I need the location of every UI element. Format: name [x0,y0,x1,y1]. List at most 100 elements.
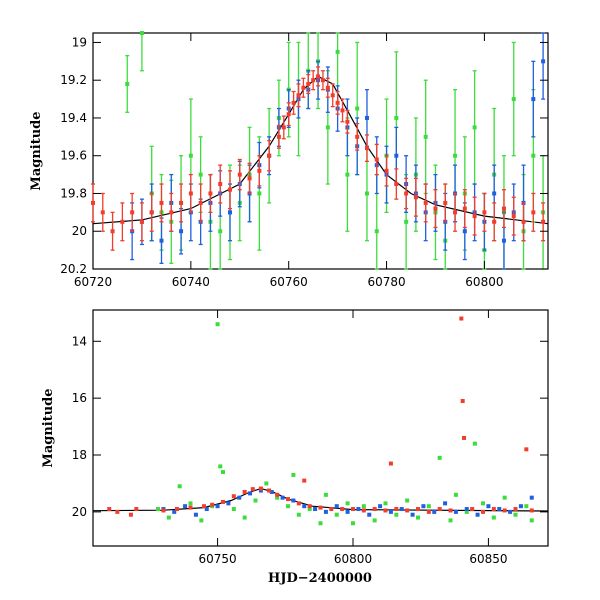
data-point [492,219,497,224]
data-point [280,495,285,500]
data-point [413,195,418,200]
data-point [188,501,193,506]
data-point [460,398,465,403]
data-point [334,504,339,509]
data-point [384,168,389,173]
data-point [199,518,204,523]
series-2 [91,66,546,251]
data-point [531,97,536,102]
data-point [125,81,130,86]
y-tick-label: 19 [72,35,87,49]
data-point [472,214,477,219]
data-point [188,505,193,510]
data-point [330,93,335,98]
data-point [351,507,355,512]
series-0 [125,31,546,270]
data-point [318,505,323,510]
data-point [302,504,307,509]
series-2 [107,316,534,517]
data-point [364,115,369,120]
data-point [529,518,534,523]
data-point [502,508,507,513]
y-tick-label: 16 [72,391,87,405]
data-point [208,191,213,196]
data-point [432,509,437,514]
bottom-ylabel: Magnitude [41,388,56,467]
data-point [247,176,252,181]
data-point [404,191,409,196]
data-point [335,49,340,54]
data-point [296,501,301,506]
data-point [361,508,366,513]
data-point [286,497,290,502]
data-point [166,515,171,520]
data-point [388,461,393,466]
data-point [198,172,203,177]
y-tick-label: 19.2 [60,73,87,87]
data-point [524,504,529,509]
data-point [301,85,306,90]
data-point [492,191,497,196]
data-point [364,191,369,196]
data-point [139,219,144,224]
data-point [405,508,410,513]
data-point [325,85,330,90]
data-point [248,491,253,496]
data-point [296,93,301,98]
data-point [356,507,361,512]
data-point [177,484,182,489]
data-point [372,518,377,523]
data-point [91,200,95,205]
top-plot-frame [92,32,549,270]
bottom-panel: 60750 60800 60850 14 16 18 20 Magnitude HJD−24… [41,309,549,586]
data-point [316,74,321,79]
y-tick-label: 19.4 [60,111,87,125]
data-point [311,78,316,83]
data-point [307,507,312,512]
data-point [159,238,164,243]
data-point [302,478,307,483]
data-point [188,153,193,158]
data-point [313,507,318,512]
data-point [372,507,377,512]
data-point [257,191,262,196]
data-point [497,507,502,512]
data-point [410,512,415,517]
data-point [453,492,458,497]
data-point [394,512,399,517]
data-point [345,119,350,124]
y-tick-label: 20 [72,505,87,519]
data-point [291,100,296,105]
data-point [541,219,546,224]
data-point [149,210,154,215]
data-point [508,509,513,514]
x-tick-label: 60740 [172,275,210,289]
data-point [267,153,272,158]
data-point [275,495,280,500]
data-point [367,512,372,517]
data-point [437,455,442,460]
data-point [426,509,431,514]
data-point [318,521,323,526]
x-tick-label: 60780 [367,275,405,289]
data-point [404,219,409,224]
x-tick-label: 60760 [270,275,308,289]
data-point [334,512,339,517]
y-tick-label: 19.6 [60,149,87,163]
data-point [472,125,477,130]
data-point [388,509,393,514]
data-point [179,229,184,234]
data-point [355,134,360,139]
data-point [513,512,518,517]
data-point [502,495,507,500]
data-point [491,515,496,520]
data-point [130,210,135,215]
data-point [329,507,334,512]
data-point [448,508,453,513]
data-point [221,470,225,475]
data-point [128,512,133,517]
data-point [351,521,355,526]
y-tick-label: 19.8 [60,186,87,200]
data-point [340,108,345,113]
